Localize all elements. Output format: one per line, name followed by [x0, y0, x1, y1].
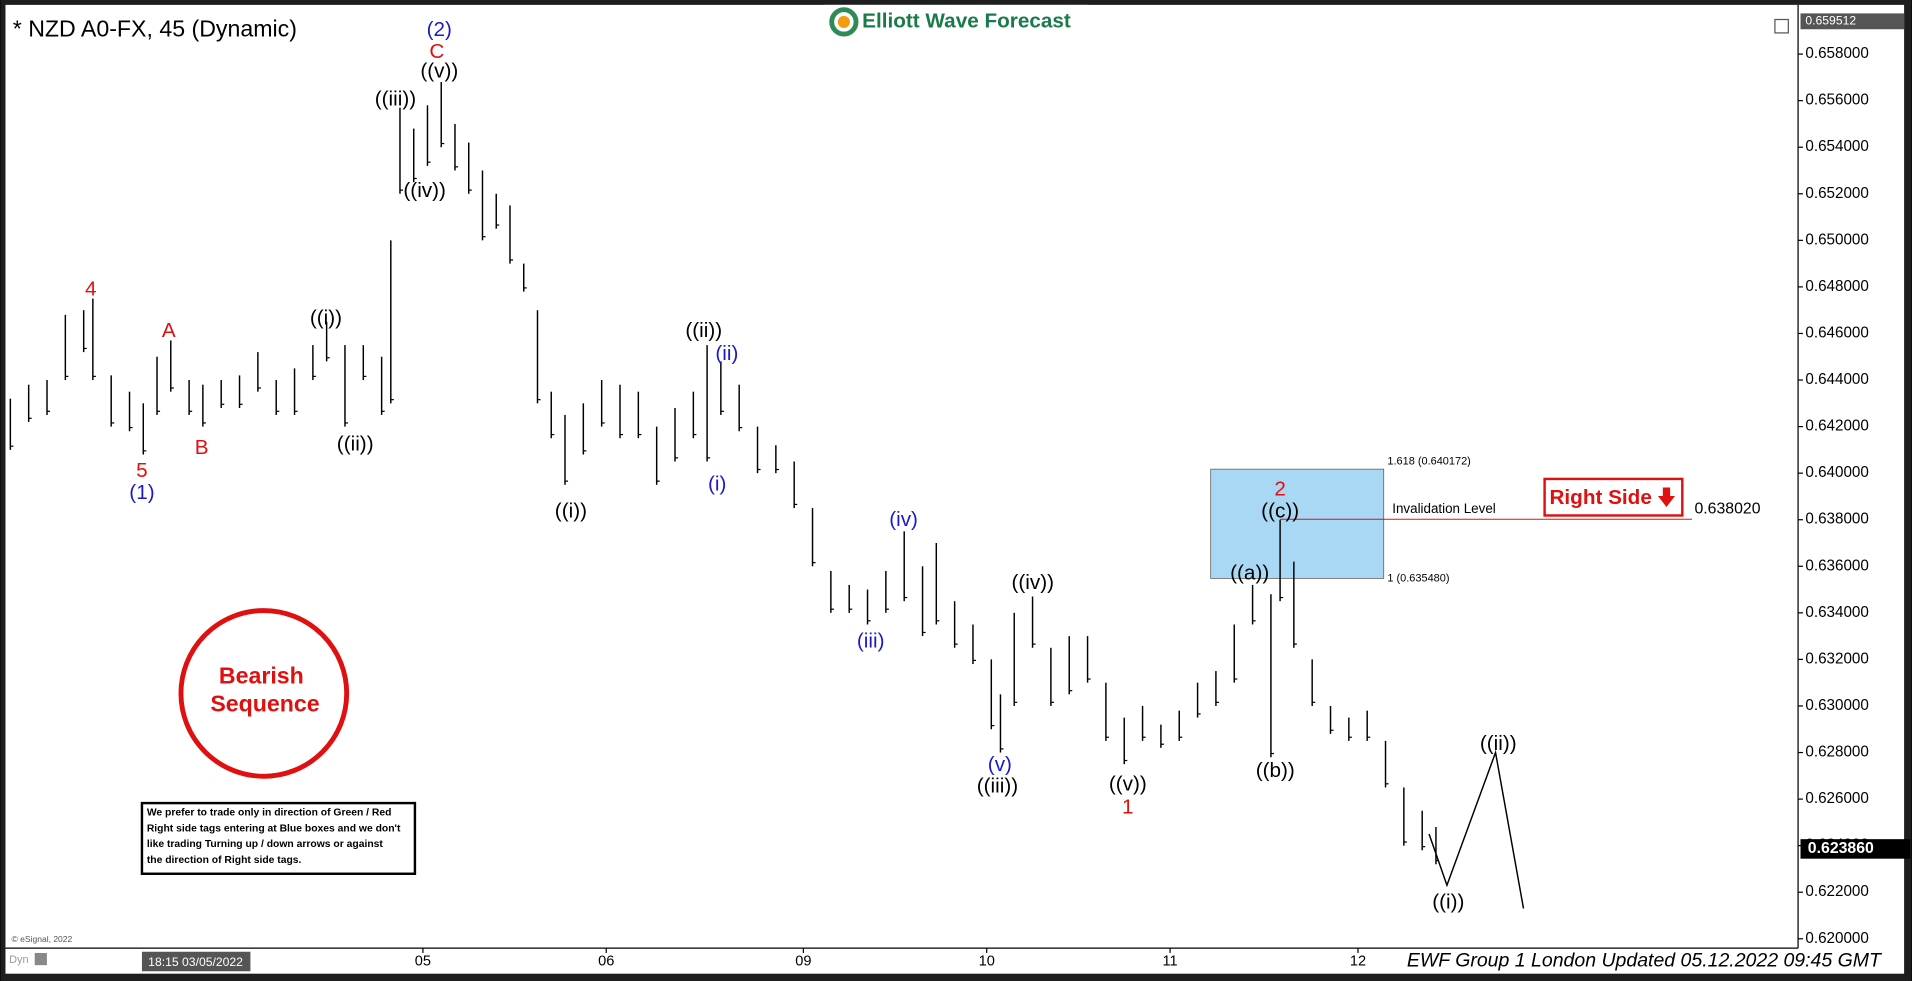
time-box: [141, 951, 251, 972]
y-tick-label: 0.628000: [1805, 744, 1868, 761]
wave-label: ((ii)): [337, 432, 374, 455]
y-tick-label: 0.634000: [1805, 604, 1868, 621]
wave-label: ((i)): [555, 499, 587, 522]
note-box: [140, 801, 417, 875]
wave-label: ((i)): [310, 307, 342, 330]
y-tick-label: 0.658000: [1805, 45, 1868, 62]
right-side-arrow: [1657, 487, 1675, 507]
wave-label: (2): [427, 18, 452, 41]
invalidation-value: 0.638020: [1694, 501, 1760, 518]
wave-label: (i): [708, 472, 726, 495]
invalidation-text: Invalidation Level: [1392, 501, 1496, 516]
price-label: 0.659512: [1805, 14, 1856, 28]
wave-label: 5: [136, 459, 148, 482]
y-tick-label: 0.626000: [1805, 790, 1868, 807]
current-price-label: 0.623860: [1808, 840, 1874, 857]
wave-label: 1: [1122, 795, 1134, 818]
wave-label: ((c)): [1261, 499, 1299, 522]
y-tick-label: 0.656000: [1805, 92, 1868, 109]
y-tick-label: 0.650000: [1805, 231, 1868, 248]
wave-label: ((i)): [1432, 890, 1464, 913]
y-tick-label: 0.654000: [1805, 138, 1868, 155]
y-tick-label: 0.638000: [1805, 511, 1868, 528]
wave-label: (ii): [715, 342, 738, 365]
y-tick-label: 0.640000: [1805, 464, 1868, 481]
logo-icon: [837, 15, 850, 29]
y-tick-label: 0.622000: [1805, 883, 1868, 900]
wave-label: ((iv)): [403, 179, 446, 202]
wave-label: 2: [1274, 477, 1286, 500]
right-side-tag: [1543, 477, 1684, 517]
wave-label: C: [429, 40, 444, 63]
wave-label: ((b)): [1256, 759, 1295, 782]
y-tick-label: 0.636000: [1805, 557, 1868, 574]
copyright: © eSignal, 2022: [12, 934, 73, 944]
wave-label: ((v)): [420, 59, 458, 82]
logo-text: Elliott Wave Forecast: [862, 9, 1071, 32]
x-tick-label: 05: [415, 953, 431, 969]
mode-label: Dyn: [9, 954, 28, 966]
logo-icon: [829, 7, 859, 37]
price-box: [1800, 13, 1905, 30]
start-time: 18:15 03/05/2022: [148, 955, 243, 969]
badge-text: Sequence: [210, 691, 319, 717]
note-text: We prefer to trade only in direction of …: [147, 808, 392, 819]
x-tick-label: 09: [795, 953, 811, 969]
y-tick-label: 0.620000: [1805, 930, 1868, 947]
wave-label: B: [195, 436, 209, 459]
wave-label: (iii): [857, 630, 885, 653]
wave-label: (v): [988, 753, 1012, 776]
wave-label: ((iii)): [375, 87, 416, 110]
zone-label: 1 (0.635480): [1387, 572, 1449, 584]
current-price-box: [1800, 839, 1911, 859]
wave-label: ((iv)): [1012, 571, 1055, 594]
x-tick-label: 11: [1162, 953, 1177, 969]
footer: EWF Group 1 London Updated 05.12.2022 09…: [1407, 950, 1883, 972]
right-side-text: Right Side: [1549, 486, 1651, 509]
wave-label: ((iii)): [977, 775, 1018, 798]
wave-label: ((ii)): [1480, 732, 1517, 755]
wave-label: ((a)): [1230, 561, 1269, 584]
wave-label: A: [162, 319, 176, 342]
y-tick-label: 0.632000: [1805, 650, 1868, 667]
window-button[interactable]: [1774, 18, 1789, 34]
note-text: like trading Turning up / down arrows or…: [147, 839, 384, 850]
chart-title: * NZD A0-FX, 45 (Dynamic): [13, 16, 297, 42]
wave-label: (iv): [889, 508, 918, 531]
y-tick-label: 0.648000: [1805, 278, 1868, 295]
badge-circle: [178, 608, 350, 779]
badge-text: Bearish: [219, 663, 304, 689]
projection-line: [1428, 749, 1525, 909]
note-text: the direction of Right side tags.: [147, 855, 302, 866]
y-tick-label: 0.642000: [1805, 418, 1868, 435]
x-tick-label: 06: [598, 953, 614, 969]
x-tick-label: 12: [1350, 953, 1366, 969]
y-tick-label: 0.652000: [1805, 185, 1868, 202]
zone-label: 1.618 (0.640172): [1387, 456, 1470, 468]
x-tick-label: 10: [979, 953, 995, 969]
wave-label: (1): [129, 481, 154, 504]
wave-label: 4: [85, 278, 97, 301]
y-tick-label: 0.630000: [1805, 697, 1868, 714]
wave-label: ((v)): [1109, 772, 1147, 795]
y-tick-label: 0.646000: [1805, 324, 1868, 341]
logo-box: [824, 4, 1088, 39]
wave-label: ((ii)): [685, 319, 722, 342]
y-tick-label: 0.644000: [1805, 371, 1868, 388]
mode-icon[interactable]: [34, 952, 47, 966]
target-zone: [1210, 468, 1385, 579]
note-text: Right side tags entering at Blue boxes a…: [147, 823, 401, 834]
